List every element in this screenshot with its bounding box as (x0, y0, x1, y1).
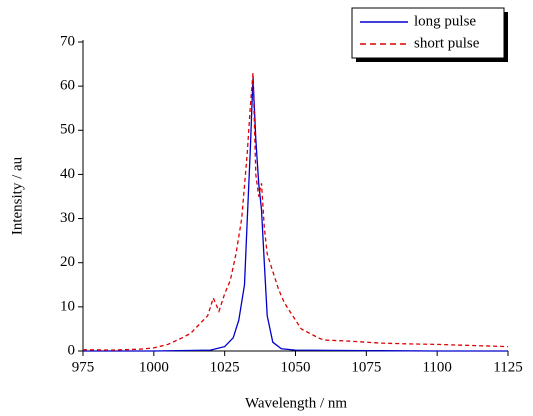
x-tick-label: 1025 (210, 359, 240, 375)
x-tick-label: 975 (72, 359, 95, 375)
x-tick-label: 1125 (493, 359, 522, 375)
x-tick-label: 1050 (281, 359, 311, 375)
series-line (83, 77, 508, 352)
y-axis-label: Intensity / au (9, 156, 25, 235)
y-tick-label: 50 (60, 122, 75, 138)
legend-label: short pulse (414, 35, 480, 51)
x-tick-label: 1075 (351, 359, 381, 375)
y-tick-label: 0 (68, 342, 76, 358)
y-tick-label: 60 (60, 78, 75, 94)
y-tick-label: 70 (60, 33, 75, 49)
y-tick-label: 30 (60, 210, 75, 226)
x-axis-label: Wavelength / nm (245, 395, 347, 411)
legend-box (351, 7, 505, 59)
y-tick-label: 10 (60, 298, 75, 314)
x-tick-label: 1000 (139, 359, 169, 375)
series-line (82, 72, 509, 351)
x-tick-label: 1100 (422, 359, 451, 375)
y-tick-label: 40 (60, 166, 75, 182)
y-tick-label: 20 (60, 254, 75, 270)
legend-label: long pulse (414, 13, 476, 29)
